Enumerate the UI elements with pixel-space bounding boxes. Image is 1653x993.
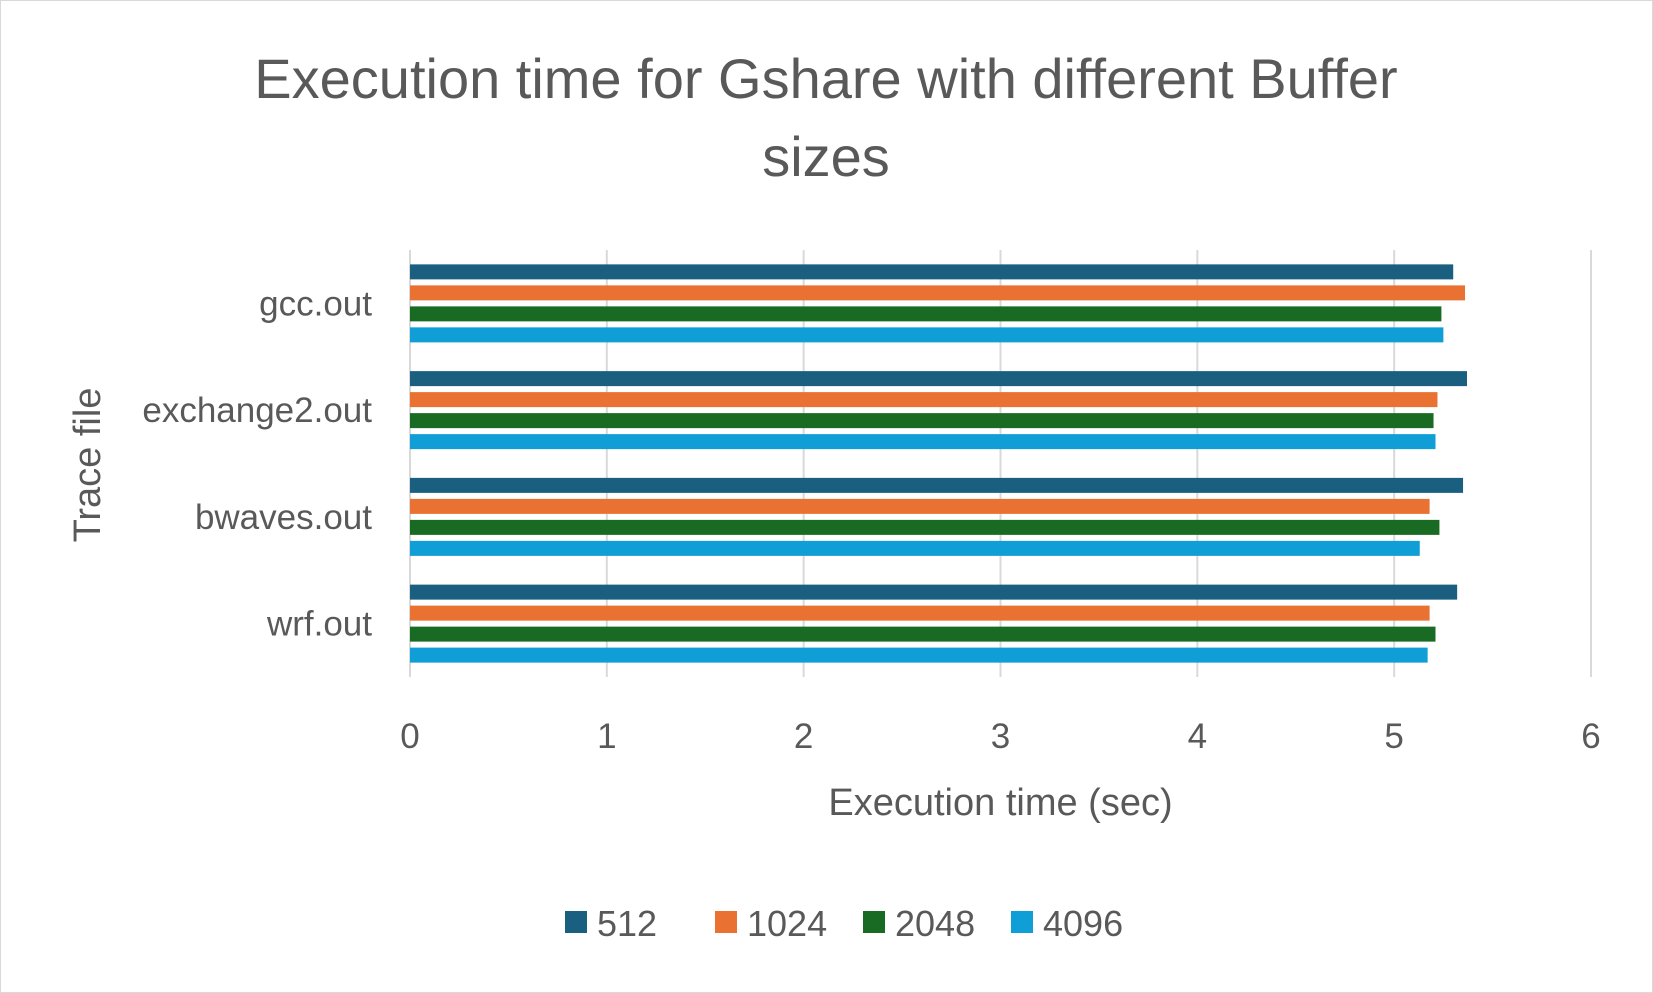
bar-bwaves-out-2048 (410, 519, 1440, 535)
bar-wrf-out-4096 (410, 647, 1428, 663)
legend-swatch-4096 (1011, 911, 1033, 933)
legend-label-2048: 2048 (895, 903, 975, 944)
legend-swatch-1024 (715, 911, 737, 933)
bar-wrf-out-1024 (410, 605, 1430, 621)
bar-exchange2-out-1024 (410, 392, 1438, 408)
bar-wrf-out-2048 (410, 626, 1436, 642)
legend: 512 1024 2048 4096 (565, 903, 1123, 944)
y-category-label-0: gcc.out (259, 284, 372, 323)
legend-label-4096: 4096 (1043, 903, 1123, 944)
legend-label-1024: 1024 (747, 903, 827, 944)
bar-gcc-out-2048 (410, 306, 1442, 322)
y-category-label-1: exchange2.out (142, 391, 372, 430)
bar-bwaves-out-512 (410, 477, 1464, 493)
bar-wrf-out-512 (410, 584, 1458, 600)
y-category-label-2: bwaves.out (195, 498, 372, 537)
x-tick-label-3: 3 (991, 717, 1010, 756)
x-tick-labels: 0 1 2 3 4 5 6 (400, 717, 1600, 756)
x-tick-label-4: 4 (1188, 717, 1207, 756)
bar-gcc-out-512 (410, 264, 1454, 280)
x-tick-label-0: 0 (400, 717, 419, 756)
x-tick-label-6: 6 (1581, 717, 1600, 756)
legend-label-512: 512 (597, 903, 657, 944)
x-tick-label-5: 5 (1384, 717, 1403, 756)
bar-gcc-out-4096 (410, 327, 1444, 343)
bar-bwaves-out-1024 (410, 498, 1430, 514)
x-tick-label-1: 1 (597, 717, 616, 756)
bar-exchange2-out-2048 (410, 413, 1434, 429)
x-tick-label-2: 2 (794, 717, 813, 756)
bar-bwaves-out-4096 (410, 540, 1420, 556)
x-axis-title: Execution time (sec) (828, 782, 1172, 824)
bars (410, 264, 1467, 663)
y-category-label-3: wrf.out (266, 605, 372, 644)
y-axis-title: Trace file (67, 388, 109, 543)
chart-title: Execution time for Gshare with different… (254, 47, 1398, 188)
bar-gcc-out-1024 (410, 285, 1466, 301)
legend-swatch-2048 (863, 911, 885, 933)
bar-exchange2-out-512 (410, 371, 1467, 387)
bar-exchange2-out-4096 (410, 434, 1436, 450)
legend-swatch-512 (565, 911, 587, 933)
category-labels: gcc.out exchange2.out bwaves.out wrf.out (142, 284, 372, 643)
